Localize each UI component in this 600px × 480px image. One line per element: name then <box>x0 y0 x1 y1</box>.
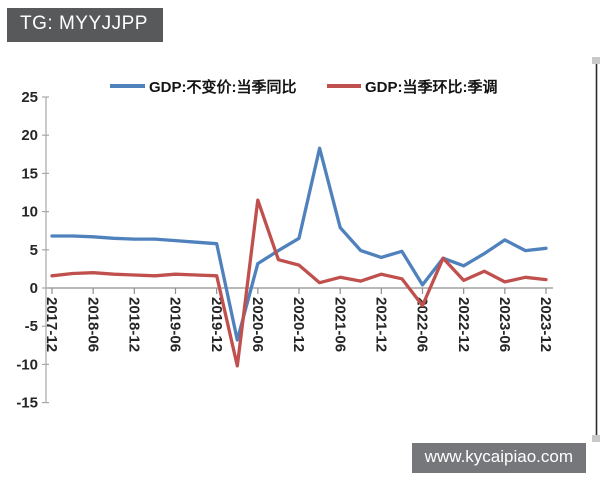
series-line-0 <box>50 146 548 342</box>
source-tag-badge: TG: MYYJJPP <box>7 8 163 42</box>
y-tick-label: -15 <box>16 395 38 412</box>
legend-label-0: GDP:不变价:当季同比 <box>149 78 297 96</box>
x-tick-label: 2019-12 <box>208 297 225 352</box>
watermark-url: www.kycaipiao.com <box>411 443 586 473</box>
y-tick-label: 5 <box>30 242 38 259</box>
x-tick-label: 2021-06 <box>331 297 348 352</box>
x-tick-label: 2017-12 <box>43 297 60 352</box>
y-tick-label: -10 <box>16 356 38 373</box>
x-tick-label: 2023-12 <box>537 297 554 352</box>
x-tick-label: 2021-12 <box>373 297 390 352</box>
right-edge-top-handle <box>592 57 600 64</box>
x-tick-label: 2020-12 <box>290 297 307 352</box>
x-tick-label: 2019-06 <box>167 297 184 352</box>
x-tick-label: 2018-12 <box>126 297 143 352</box>
y-tick-label: 0 <box>30 280 38 297</box>
x-tick-label: 2023-06 <box>496 297 513 352</box>
y-tick-label: 20 <box>21 127 38 144</box>
y-tick-label: 25 <box>21 89 38 106</box>
x-tick-label: 2020-06 <box>249 297 266 352</box>
y-tick-label: 15 <box>21 165 38 182</box>
x-tick-label: 2022-12 <box>455 297 472 352</box>
series-line-1 <box>50 198 548 368</box>
y-tick-label: 10 <box>21 204 38 221</box>
x-tick-label: 2018-06 <box>84 297 101 352</box>
x-tick-label: 2022-06 <box>414 297 431 352</box>
right-edge-bottom-handle <box>592 435 600 442</box>
legend-label-1: GDP:当季环比:季调 <box>365 78 498 96</box>
y-tick-label: -5 <box>25 318 38 335</box>
